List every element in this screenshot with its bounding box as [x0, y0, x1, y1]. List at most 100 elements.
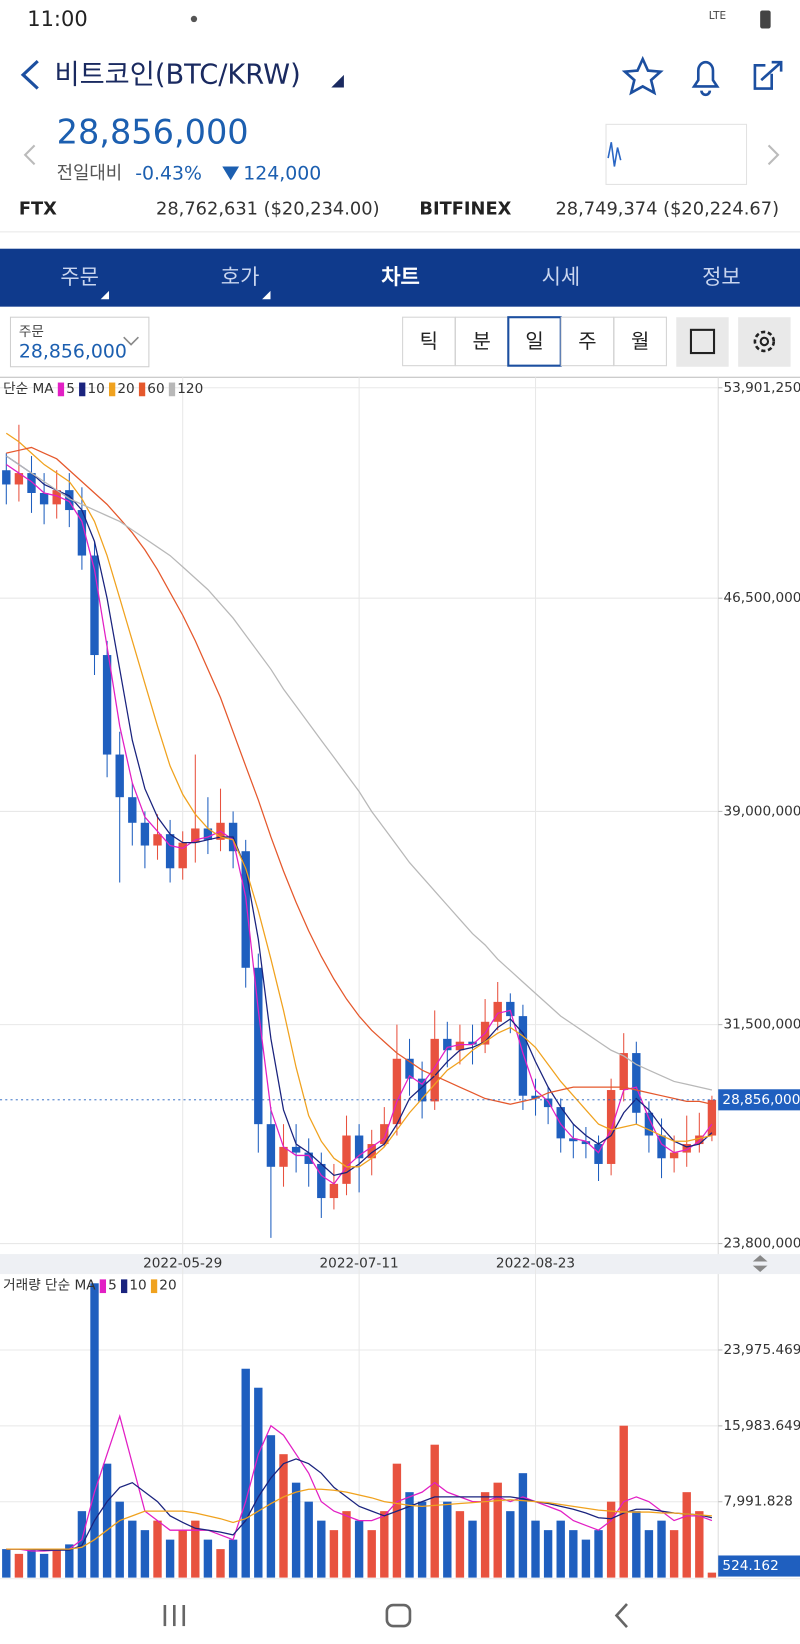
prev-coin[interactable]: [23, 144, 36, 166]
candle-body: [354, 1135, 364, 1159]
order-dropdown: [123, 336, 139, 346]
ma-line: [6, 446, 713, 1105]
order-box[interactable]: [9, 316, 150, 368]
volume-bar: [468, 1520, 477, 1578]
candle-body: [531, 1095, 540, 1099]
alarm-icon[interactable]: [691, 60, 720, 97]
volume-bar: [203, 1539, 213, 1578]
legend-label: 5: [66, 381, 75, 397]
settings-button[interactable]: [738, 317, 791, 367]
candle-body: [644, 1112, 654, 1136]
candle-body: [443, 1038, 452, 1051]
battery-icon: [760, 10, 771, 29]
next-coin[interactable]: [767, 144, 780, 166]
tab[interactable]: 주문: [60, 264, 99, 289]
back-button[interactable]: [20, 59, 39, 90]
period-button[interactable]: [613, 316, 667, 367]
volume-bar: [606, 1501, 616, 1578]
legend-label: 20: [159, 1278, 176, 1294]
current-volume-label: 524.162: [722, 1558, 778, 1574]
tab[interactable]: 호가: [221, 264, 260, 289]
period-button[interactable]: [560, 316, 615, 367]
back-nav[interactable]: [614, 1603, 628, 1629]
candle-body: [707, 1099, 717, 1136]
candle-body: [606, 1090, 616, 1164]
draw-icon: [689, 328, 716, 355]
candle-body: [367, 1144, 376, 1159]
candle-body: [594, 1144, 603, 1164]
candle-body: [203, 828, 213, 840]
candle-body: [165, 834, 175, 869]
candle-body: [65, 490, 74, 511]
candle-body: [329, 1183, 339, 1199]
y-tick-label: 46,500,000: [723, 590, 800, 606]
period-button[interactable]: [454, 316, 509, 367]
legend-title: 단순 MA: [3, 381, 54, 397]
volume-bar: [27, 1549, 36, 1578]
y-tick-label: 7,991.828: [723, 1494, 792, 1510]
legend-swatch: [150, 1279, 158, 1294]
candle-body: [291, 1146, 301, 1153]
share-icon[interactable]: [753, 60, 783, 90]
home-button[interactable]: [385, 1603, 412, 1628]
period-label: 주: [578, 329, 596, 353]
title-dropdown[interactable]: [331, 74, 344, 88]
candle-body: [392, 1058, 402, 1125]
tabs: 주문 호가 차트 시세 정보: [60, 264, 740, 289]
current-price-label: 28,856,000: [722, 1092, 800, 1108]
y-tick-label: 15,983.649: [723, 1418, 800, 1434]
volume-bar: [594, 1530, 603, 1578]
period-button[interactable]: [507, 316, 562, 367]
ma-line: [5, 455, 713, 1091]
legend-label: 5: [108, 1278, 117, 1294]
current-price-box: [718, 1089, 800, 1111]
tab[interactable]: 시세: [542, 264, 581, 289]
legend-swatch: [108, 382, 116, 397]
ma-line: [5, 455, 713, 1177]
candle-body: [115, 754, 124, 798]
volume-bar: [632, 1511, 641, 1578]
ma-line: [6, 1458, 713, 1551]
resize-handle[interactable]: [752, 1255, 768, 1262]
volume-bar: [354, 1520, 364, 1578]
volume-bar: [304, 1501, 313, 1578]
volume-bar: [493, 1482, 502, 1578]
resize-handle[interactable]: [752, 1265, 768, 1272]
tab[interactable]: 정보: [702, 264, 741, 289]
period-button[interactable]: [402, 316, 456, 367]
order-price: 28,856,000: [19, 340, 127, 362]
change-label: 전일대비: [57, 163, 123, 184]
settings-icon: [759, 336, 770, 347]
candle-body: [2, 470, 11, 485]
legend-swatch: [79, 382, 86, 397]
y-tick-label: 23,975.469: [723, 1342, 800, 1358]
candle-body: [39, 492, 49, 505]
favorite-icon[interactable]: [621, 55, 664, 96]
volume-bar: [644, 1530, 654, 1578]
volume-bar: [405, 1492, 414, 1578]
candle-body: [569, 1138, 578, 1142]
draw-button[interactable]: [676, 317, 729, 367]
legend-label: 10: [87, 381, 104, 397]
volume-bar: [291, 1482, 301, 1578]
volume-bar: [39, 1553, 49, 1578]
legend-swatch: [99, 1279, 107, 1294]
y-tick-label: 53,901,250: [723, 380, 800, 396]
candle-body: [90, 555, 99, 656]
volume-bar: [556, 1520, 565, 1578]
volume-bar: [153, 1520, 162, 1578]
volume-bar: [669, 1530, 679, 1578]
volume-bar: [191, 1520, 200, 1578]
y-tick-label: 39,000,000: [723, 803, 800, 819]
volume-bar: [695, 1511, 704, 1578]
candle-body: [342, 1135, 351, 1184]
tab[interactable]: 차트: [381, 264, 420, 289]
legend-title: 거래량 단순 MA: [3, 1278, 96, 1294]
recent-apps[interactable]: [163, 1605, 186, 1627]
coin-title[interactable]: 비트코인(BTC/KRW): [55, 59, 301, 90]
candle-body: [304, 1152, 313, 1164]
candle-body: [430, 1038, 439, 1102]
candle-body: [178, 842, 187, 869]
volume-bar: [329, 1530, 339, 1578]
volume-bar: [140, 1530, 150, 1578]
